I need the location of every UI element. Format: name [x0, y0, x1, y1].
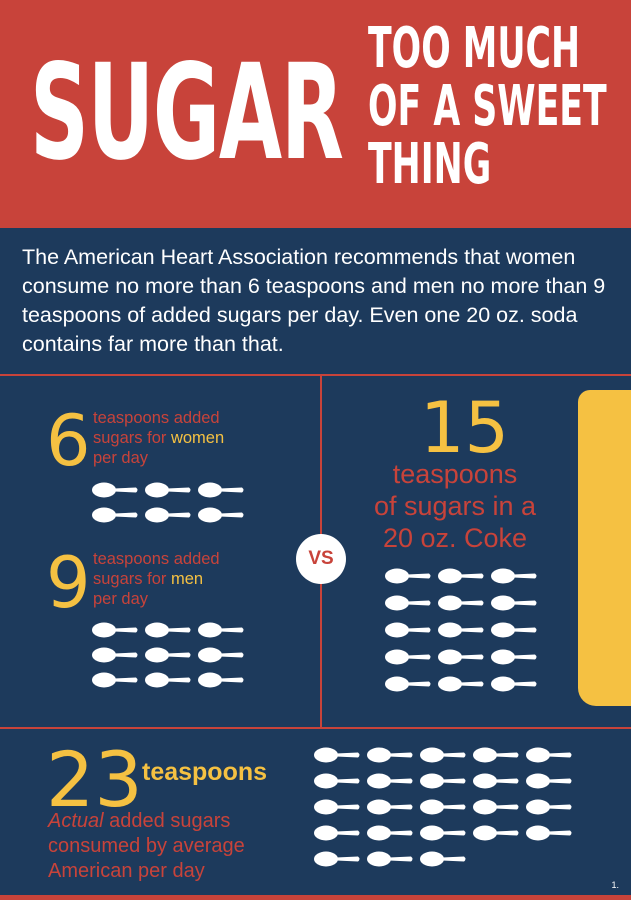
teaspoon-icon: [385, 568, 431, 584]
teaspoon-icon: [314, 773, 360, 789]
teaspoon-icon: [438, 676, 484, 692]
teaspoon-icon: [198, 672, 244, 688]
teaspoon-icon: [367, 773, 413, 789]
teaspoon-icon: [314, 825, 360, 841]
average-number: 23: [46, 735, 143, 824]
teaspoon-icon: [92, 482, 138, 498]
teaspoon-icon: [438, 568, 484, 584]
header-banner: SUGAR TOO MUCH OF A SWEET THING: [0, 0, 631, 228]
teaspoon-icon: [198, 482, 244, 498]
teaspoon-icon: [473, 825, 519, 841]
divider-bottom: [0, 895, 631, 900]
teaspoon-icon: [438, 649, 484, 665]
women-description: teaspoons added sugars for women per day: [93, 408, 224, 468]
women-line-2: sugars for women: [93, 428, 224, 448]
women-line-1: teaspoons added: [93, 409, 220, 427]
teaspoon-icon: [145, 507, 191, 523]
average-description: Actual added sugars consumed by average …: [48, 809, 245, 884]
divider-top: [0, 374, 631, 376]
coke-line-3: 20 oz. Coke: [382, 523, 528, 553]
teaspoon-icon: [314, 851, 360, 867]
teaspoon-icon: [385, 622, 431, 638]
soda-bottle-icon: [578, 390, 631, 706]
women-line-3: per day: [93, 449, 149, 467]
teaspoon-icon: [473, 747, 519, 763]
average-line-1-rest: added sugars: [103, 810, 231, 832]
teaspoon-icon: [491, 622, 537, 638]
teaspoon-icon: [420, 825, 466, 841]
women-number: 6: [46, 400, 91, 482]
teaspoon-icon: [145, 672, 191, 688]
teaspoon-icon: [92, 672, 138, 688]
teaspoon-icon: [92, 647, 138, 663]
teaspoon-icon: [385, 676, 431, 692]
teaspoon-icon: [420, 799, 466, 815]
intro-text: The American Heart Association recommend…: [22, 245, 606, 356]
women-highlight: women: [170, 429, 225, 447]
teaspoon-icon: [145, 647, 191, 663]
coke-line-2: of sugars in a: [373, 491, 537, 521]
men-line-2: sugars for men: [93, 569, 220, 589]
teaspoon-icon: [420, 773, 466, 789]
footnote: 1.: [611, 880, 619, 890]
women-line-2-pre: sugars for: [93, 429, 171, 447]
men-line-3: per day: [93, 590, 149, 608]
subtitle-line-1: TOO MUCH: [368, 16, 581, 81]
teaspoon-icon: [526, 747, 572, 763]
teaspoon-icon: [367, 747, 413, 763]
teaspoon-icon: [473, 799, 519, 815]
average-italic: Actual: [48, 810, 104, 832]
teaspoon-icon: [438, 622, 484, 638]
teaspoon-icon: [198, 622, 244, 638]
men-line-1: teaspoons added: [93, 550, 220, 568]
teaspoon-icon: [420, 747, 466, 763]
coke-description: teaspoons of sugars in a 20 oz. Coke: [355, 458, 555, 554]
teaspoon-icon: [491, 595, 537, 611]
coke-number: 15: [420, 387, 510, 469]
teaspoon-icon: [526, 773, 572, 789]
teaspoon-icon: [491, 676, 537, 692]
teaspoon-icon: [198, 507, 244, 523]
average-line-3: American per day: [48, 860, 205, 882]
teaspoon-icon: [367, 851, 413, 867]
teaspoon-icon: [367, 799, 413, 815]
teaspoon-icon: [526, 825, 572, 841]
teaspoon-icon: [145, 482, 191, 498]
teaspoon-icon: [526, 799, 572, 815]
average-line-1: Actual added sugars: [48, 809, 245, 834]
subtitle-line-3: THING: [368, 132, 492, 197]
teaspoon-icon: [314, 799, 360, 815]
teaspoon-icon: [438, 595, 484, 611]
teaspoon-icon: [92, 622, 138, 638]
men-highlight: men: [170, 570, 204, 588]
subtitle-line-2: OF A SWEET: [368, 74, 607, 139]
teaspoon-icon: [92, 507, 138, 523]
teaspoon-icon: [491, 568, 537, 584]
teaspoon-icon: [420, 851, 466, 867]
average-line-2: consumed by average: [48, 835, 245, 857]
teaspoon-icon: [491, 649, 537, 665]
subtitle: TOO MUCH OF A SWEET THING: [368, 20, 607, 194]
teaspoon-icon: [198, 647, 244, 663]
men-description: teaspoons added sugars for men per day: [93, 549, 220, 609]
teaspoon-icon: [385, 649, 431, 665]
teaspoon-icon: [385, 595, 431, 611]
men-line-2-pre: sugars for: [93, 570, 171, 588]
vs-badge: VS: [296, 534, 346, 584]
divider-middle: [0, 727, 631, 729]
teaspoon-icon: [314, 747, 360, 763]
teaspoon-icon: [473, 773, 519, 789]
teaspoon-icon: [145, 622, 191, 638]
average-unit: teaspoons: [142, 758, 268, 786]
coke-line-1: teaspoons: [392, 459, 518, 489]
men-number: 9: [46, 542, 91, 624]
teaspoon-icon: [367, 825, 413, 841]
title: SUGAR: [30, 36, 344, 190]
